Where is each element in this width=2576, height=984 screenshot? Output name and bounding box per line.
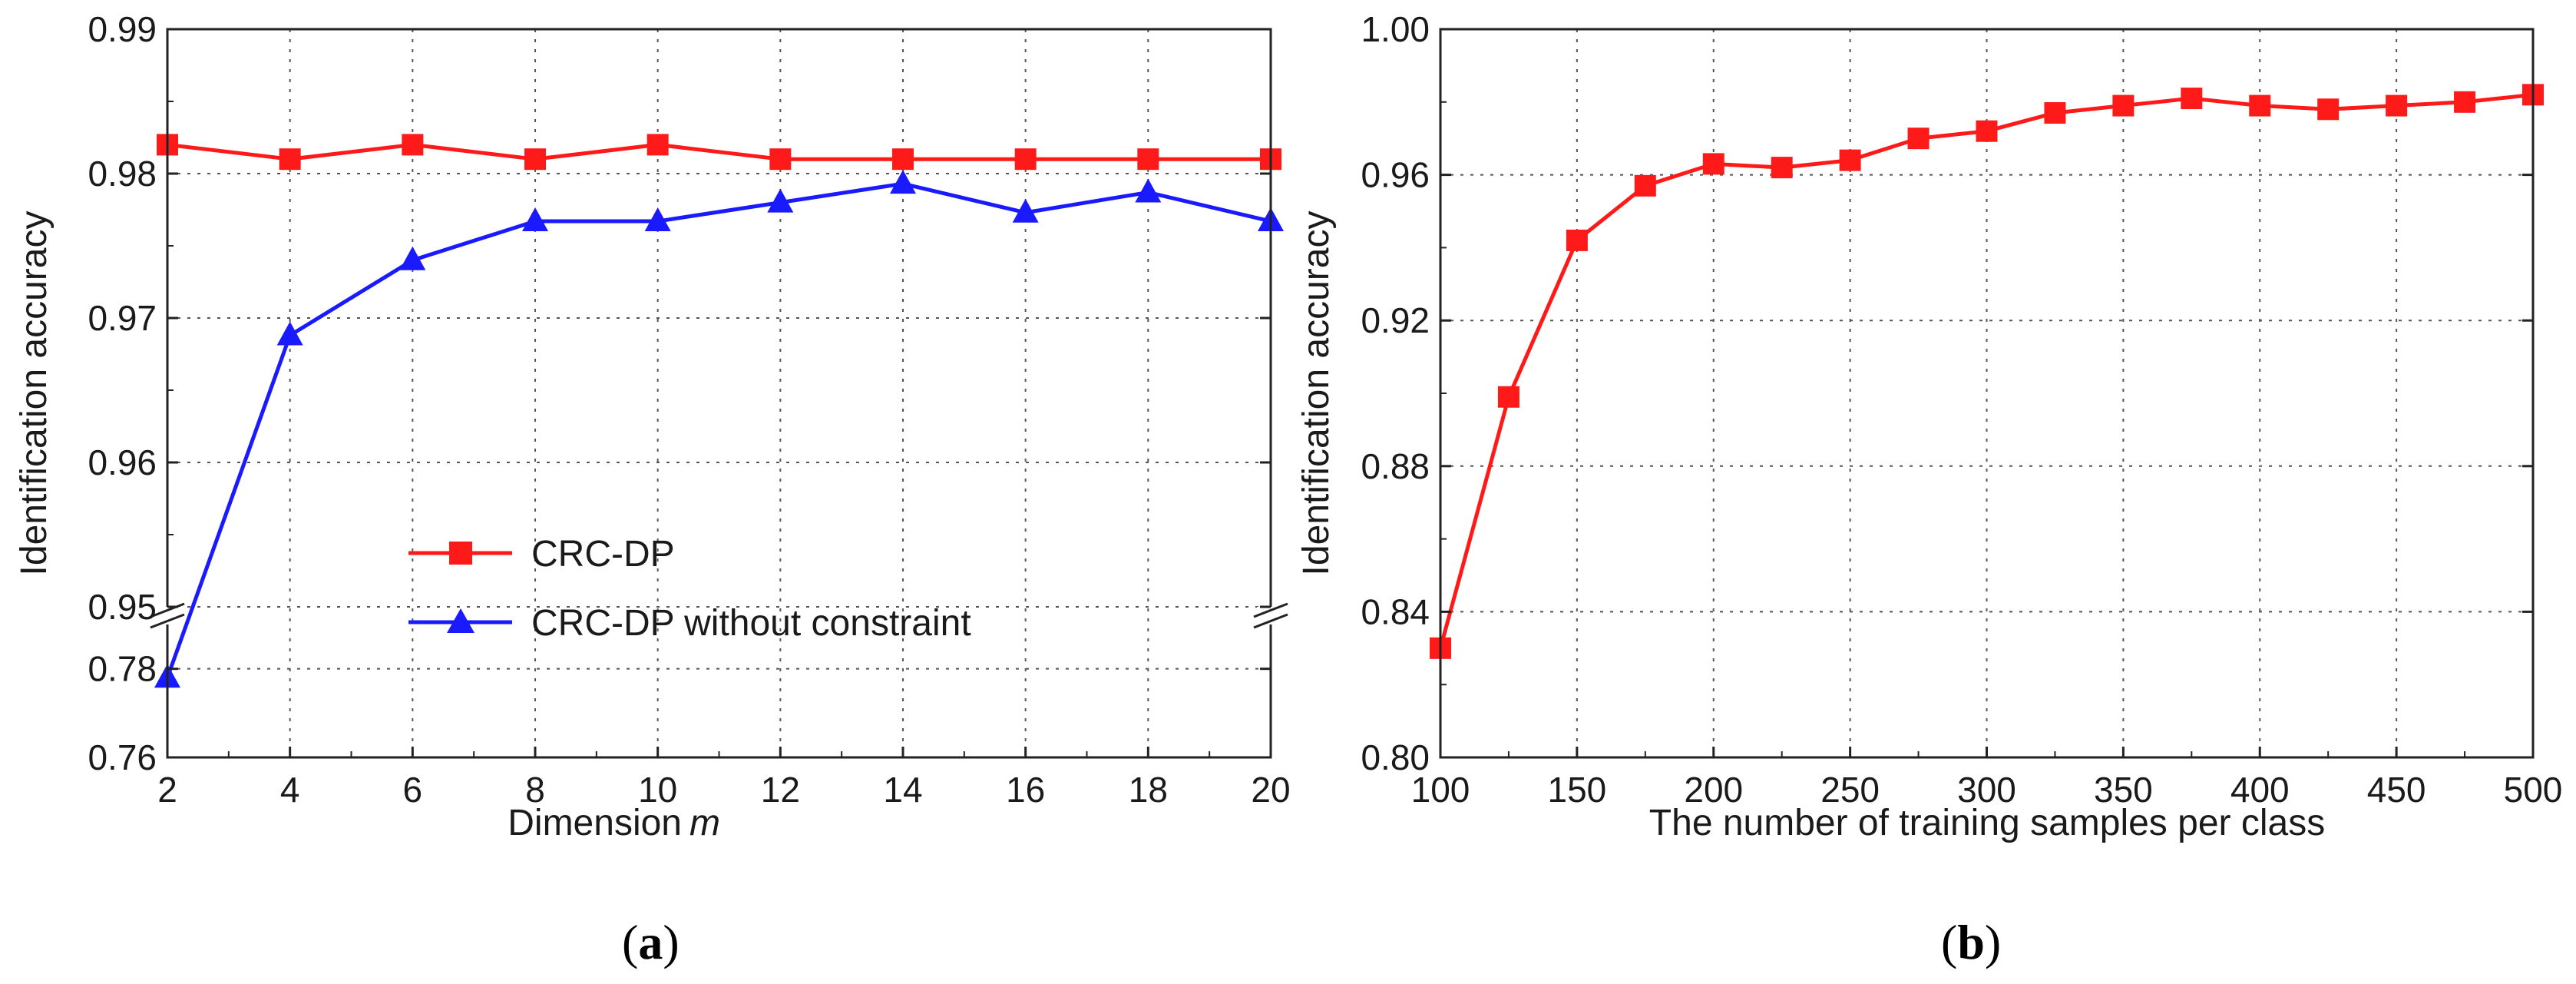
chart-b-x-tick-label: 100 [1411,770,1470,810]
chart-b-y-tick-label: 0.84 [1361,591,1430,631]
chart-a-x-tick-label: 14 [883,770,922,810]
chart-a-y-tick-label: 0.76 [88,737,157,777]
chart-b-x-tick-label: 250 [1820,770,1880,810]
chart-a-x-tick-label: 10 [638,770,677,810]
data-point-b0 [2112,94,2135,117]
chart-a-break-slash [150,602,185,618]
chart-a-y-tick-label: 0.95 [88,587,157,627]
legend-marker-crc-dp [449,542,472,565]
chart-b-x-tick-label: 350 [2094,770,2153,810]
data-point-b0 [1771,157,1793,179]
data-point-b0 [1907,128,1930,150]
data-point-b0 [1566,229,1588,251]
chart-a-axis-break [150,602,1288,629]
chart-a-x-tick-label: 2 [157,770,177,810]
chart-a-x-tick-label: 4 [280,770,300,810]
chart-b-ylabel: Identification accuracy [1296,211,1337,576]
chart-a-y-tick-label: 0.97 [88,298,157,338]
legend-label-crc-dp-without-constraint: CRC-DP without constraint [531,603,971,644]
data-point-crc-dp [524,148,546,171]
chart-b-series [1430,84,2544,659]
data-point-crc-dp-without-constraint [1012,198,1039,223]
chart-a-x-tick-label: 16 [1006,770,1045,810]
chart-a-plot-frame [166,28,1272,759]
chart-b-y-tick-label: 0.88 [1361,446,1430,486]
data-point-crc-dp-without-constraint [1135,178,1162,203]
chart-b-x-tick-label: 150 [1548,770,1607,810]
chart-a-x-tick-label: 12 [761,770,800,810]
series-line-crc-dp [167,142,1271,161]
chart-a-x-tick-label: 18 [1129,770,1168,810]
chart-a-xlabel-var: m [689,803,720,843]
chart-b-y-tick-label: 0.80 [1361,737,1430,777]
chart-b-x-tick-label: 400 [2230,770,2290,810]
chart-b-x-tick-label: 300 [1957,770,2016,810]
data-point-crc-dp-without-constraint [767,188,794,213]
chart-a-x-ticks: 2 4 6 8 10 12 14 16 18 20 [157,747,1291,810]
chart-a-x-tick-label: 6 [403,770,423,810]
chart-b-panel-label: (b) [1941,915,2001,969]
data-point-b0 [1839,149,1861,171]
chart-b-y-tick-label: 0.92 [1361,300,1430,340]
chart-b-x-tick-label: 500 [2504,770,2563,810]
data-point-b0 [2181,88,2203,110]
series-line-crc-dp-without-constraint [165,181,1271,679]
chart-a-break-slash [150,613,185,629]
chart-a-panel-letter: a [638,915,663,969]
data-point-crc-dp [402,134,424,156]
chart-a-break-slash [1253,613,1288,629]
chart-b-x-ticks: 100 150 200 250 300 350 400 450 500 [1411,747,2563,810]
data-point-crc-dp [1137,148,1159,171]
chart-a-y-tick-label: 0.78 [88,649,157,689]
chart-b-x-tick-label: 450 [2367,770,2426,810]
data-point-b0 [2454,91,2476,113]
chart-a: 2 4 6 8 10 12 14 16 18 20 0.95 0.96 0.97 0.98 0.99 0.7… [14,9,1291,969]
data-point-crc-dp-without-constraint [644,207,671,232]
data-point-crc-dp-without-constraint [890,170,916,194]
data-point-b0 [2386,94,2408,117]
data-point-b0 [2317,98,2340,121]
chart-a-xlabel: Dimension [508,803,682,843]
chart-b-xlabel: The number of training samples per class [1649,803,2325,843]
data-point-crc-dp [892,148,914,171]
data-point-b0 [1702,153,1724,175]
chart-a-panel-label: (a) [622,915,680,969]
chart-a-x-tick-label: 20 [1251,770,1290,810]
legend-label-crc-dp: CRC-DP [531,534,675,575]
chart-b-y-tick-label: 0.96 [1361,155,1430,195]
chart-b-x-tick-label: 200 [1684,770,1743,810]
data-point-b0 [2044,102,2066,124]
chart-a-break-gap [1257,607,1285,625]
legend-marker-crc-dp-without-constraint [447,608,475,633]
chart-a-break-slash [1253,602,1288,618]
data-point-crc-dp [1014,148,1037,171]
chart-b-y-ticks: 0.80 0.84 0.88 0.92 0.96 1.00 [1361,9,2533,777]
chart-a-ylabel: Identification accuracy [14,211,55,576]
data-point-b0 [1497,386,1519,408]
chart-b-y-tick-label: 1.00 [1361,9,1430,49]
chart-a-break-gap [154,607,181,625]
data-point-crc-dp-without-constraint [399,246,426,270]
chart-a-y-ticks: 0.95 0.96 0.97 0.98 0.99 0.76 0.78 [88,9,1271,777]
chart-a-y-tick-label: 0.99 [88,9,157,49]
data-point-crc-dp [279,148,301,171]
chart-b-panel-letter: b [1957,915,1985,969]
data-point-b0 [1976,120,1998,142]
data-point-crc-dp [646,134,669,156]
chart-a-legend: CRC-DP CRC-DP without constraint [408,534,971,644]
chart-a-x-tick-label: 8 [525,770,545,810]
chart-a-y-tick-label: 0.96 [88,442,157,482]
data-point-b0 [2249,94,2271,117]
data-point-crc-dp [769,148,792,171]
data-point-crc-dp-without-constraint [276,321,303,346]
data-point-crc-dp-without-constraint [522,207,548,232]
chart-a-y-tick-label: 0.98 [88,154,157,194]
chart-b: 100 150 200 250 300 350 400 450 500 0.80 0.84 0.88… [1296,9,2562,969]
data-point-b0 [1634,174,1656,197]
chart-a-grid [167,29,1271,757]
